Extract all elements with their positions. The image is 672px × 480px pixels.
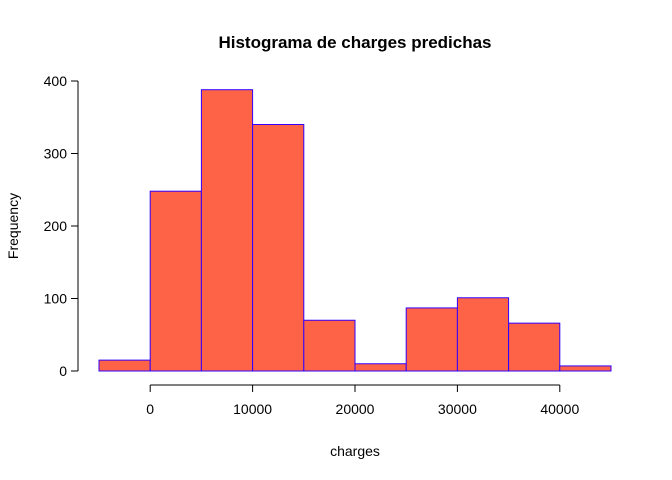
x-axis: 0 10000 20000 30000 40000: [146, 384, 579, 417]
bar-6: [405, 307, 458, 372]
bar-0: [98, 359, 151, 372]
y-axis: 0 100 200 300 400: [44, 73, 79, 379]
bar-3: [252, 124, 305, 372]
x-tick-label: 10000: [233, 401, 272, 417]
y-tick-label: 100: [44, 291, 68, 307]
x-axis-label: charges: [330, 443, 380, 459]
y-tick-label: 300: [44, 146, 68, 162]
y-axis-label: Frequency: [5, 193, 21, 259]
bar-5: [354, 363, 407, 372]
bar-8: [508, 322, 561, 372]
x-tick-label: 0: [146, 401, 154, 417]
x-tick-label: 30000: [438, 401, 477, 417]
x-tick-label: 40000: [540, 401, 579, 417]
y-tick-label: 200: [44, 218, 68, 234]
chart-title: Histograma de charges predichas: [218, 33, 491, 52]
bar-7: [456, 297, 510, 372]
bars-group: [98, 89, 612, 372]
y-tick-label: 0: [59, 363, 67, 379]
bar-2: [200, 89, 254, 372]
bar-4: [303, 319, 356, 372]
bar-1: [149, 190, 202, 372]
bar-9: [559, 365, 612, 372]
x-tick-label: 20000: [336, 401, 375, 417]
y-tick-label: 400: [44, 73, 68, 89]
